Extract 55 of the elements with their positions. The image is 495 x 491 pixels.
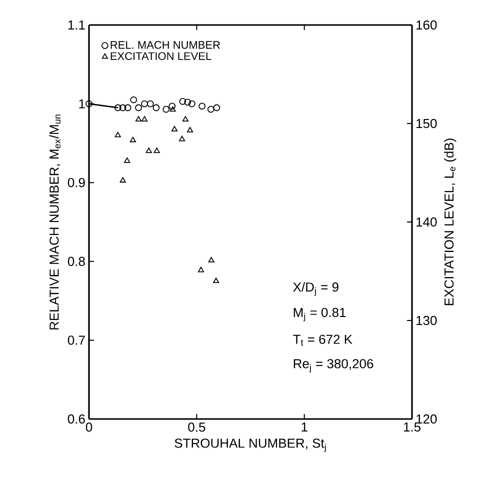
- point: [198, 102, 206, 110]
- point: [171, 126, 178, 132]
- y-tick-label: 0.9: [68, 178, 85, 188]
- y2-tick-label: 150: [416, 118, 437, 128]
- point: [141, 100, 148, 108]
- x-tick-label: 0: [86, 422, 92, 432]
- y-tick-label: 0.6: [68, 414, 85, 424]
- point: [168, 102, 176, 110]
- y-tick-label: 0.7: [68, 336, 85, 345]
- point: [114, 104, 122, 112]
- point: [124, 104, 132, 112]
- y-tick-label: 1.1: [68, 20, 85, 30]
- point: [178, 136, 186, 142]
- x-tick-label: 0.5: [188, 422, 206, 432]
- legend-label: EXCITATION LEVEL: [110, 52, 212, 60]
- point: [135, 104, 142, 112]
- point: [198, 266, 204, 272]
- y-tick-label: 0.8: [68, 256, 85, 266]
- point: [213, 278, 220, 284]
- point: [162, 106, 170, 113]
- point: [114, 132, 121, 138]
- point: [207, 106, 214, 113]
- point: [120, 177, 126, 183]
- annotation: M$_{j}$ = 0.81: [294, 308, 346, 322]
- annotation: T$_{t}$ = 672 K: [293, 334, 352, 346]
- y-tick-label: 1: [79, 99, 85, 108]
- y2-axis-title: EXCITATION LEVEL, L$_{e}$ (dB): [444, 138, 456, 306]
- point: [179, 98, 186, 105]
- point: [154, 148, 160, 154]
- point: [186, 126, 194, 132]
- point: [135, 116, 142, 122]
- point: [188, 100, 196, 108]
- annotation: Re$_{j}$ = 380,206: [294, 359, 374, 373]
- y2-tick-label: 140: [416, 217, 437, 227]
- point: [124, 157, 130, 163]
- y2-tick-label: 130: [416, 316, 437, 326]
- y2-tick-label: 160: [416, 20, 437, 30]
- x-axis-title: STROUHAL NUMBER, St$_{j}$: [174, 438, 326, 452]
- point: [86, 100, 92, 108]
- point: [146, 100, 154, 108]
- point: [142, 116, 148, 122]
- point: [213, 104, 220, 112]
- point: [119, 104, 126, 112]
- point: [130, 136, 136, 142]
- point: [170, 106, 176, 112]
- legend-label: REL. MACH NUMBER: [110, 41, 220, 49]
- y-axis-title: RELATIVE MACH NUMBER, M$_{ex}$/M$_{un}$: [49, 114, 61, 330]
- point: [184, 98, 192, 106]
- point: [152, 104, 160, 112]
- x-tick-label: 1: [302, 422, 308, 432]
- point: [208, 256, 214, 262]
- point: [130, 96, 138, 104]
- point: [146, 148, 152, 154]
- point: [182, 116, 189, 122]
- annotation: X/D$_{j}$ = 9: [293, 282, 338, 296]
